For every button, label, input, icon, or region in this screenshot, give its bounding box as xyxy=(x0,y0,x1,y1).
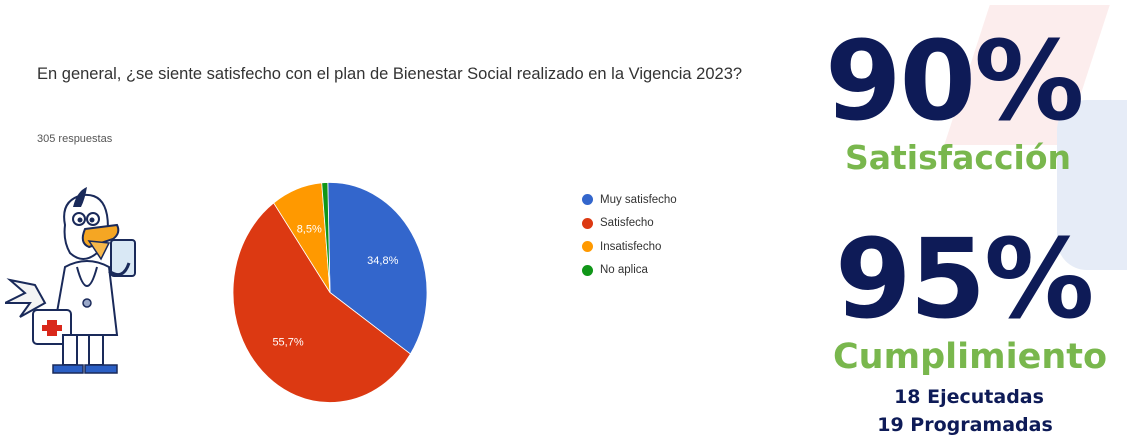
pelican-doctor-mascot-illustration xyxy=(5,187,136,374)
legend-item: Muy satisfecho xyxy=(582,188,677,212)
satisfaction-value: 90% xyxy=(825,17,1084,145)
background-blue-shape xyxy=(1057,100,1127,270)
pie-slice xyxy=(327,182,428,355)
pie-slice-label: 34,8% xyxy=(367,255,398,267)
legend-label: Insatisfecho xyxy=(600,240,662,253)
compliance-label: Cumplimiento xyxy=(833,337,1108,377)
survey-question: En general, ¿se siente satisfecho con el… xyxy=(37,65,743,83)
legend-label: Satisfecho xyxy=(600,217,654,230)
legend-swatch xyxy=(582,217,593,229)
pie-chart: 34,8% 55,7% 8,5% xyxy=(232,182,428,403)
satisfaction-label: Satisfacción xyxy=(845,138,1071,177)
legend-swatch xyxy=(582,264,593,276)
legend-label: Muy satisfecho xyxy=(600,193,677,206)
legend-item: Insatisfecho xyxy=(582,235,677,259)
legend-item: No aplica xyxy=(582,259,677,283)
compliance-value: 95% xyxy=(835,215,1094,343)
legend-swatch xyxy=(582,241,593,253)
legend-item: Satisfecho xyxy=(582,212,677,236)
pie-slice-label: 55,7% xyxy=(272,336,303,348)
legend-label: No aplica xyxy=(600,264,648,277)
legend-swatch xyxy=(582,194,593,206)
pie-slice xyxy=(232,202,411,403)
pie-slice-label: 8,5% xyxy=(297,223,322,235)
executed-count: 18 Ejecutadas xyxy=(894,386,1044,408)
pie-slice xyxy=(321,182,331,293)
legend: Muy satisfecho Satisfecho Insatisfecho N… xyxy=(582,188,677,282)
scheduled-count: 19 Programadas xyxy=(877,414,1053,436)
response-count: 305 respuestas xyxy=(37,133,113,145)
